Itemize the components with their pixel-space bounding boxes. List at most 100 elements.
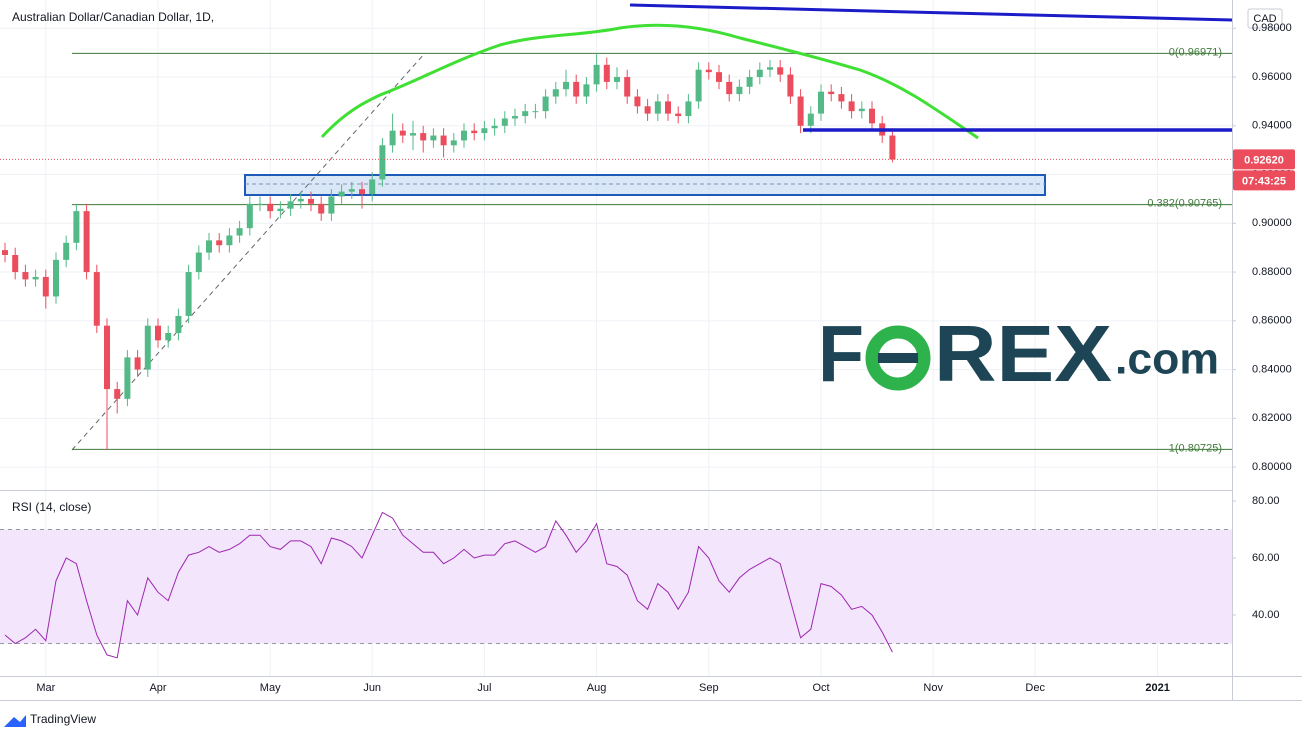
x-tick-label: Sep bbox=[699, 682, 719, 694]
x-tick-label: Aug bbox=[587, 682, 607, 694]
candle-body bbox=[563, 81, 569, 90]
candle-body bbox=[695, 69, 702, 102]
candle-body bbox=[236, 228, 243, 236]
x-tick-label: May bbox=[260, 682, 281, 694]
y-tick-label: 0.84000 bbox=[1252, 363, 1292, 375]
candle-body bbox=[93, 272, 100, 326]
candle-body bbox=[420, 133, 427, 141]
candle-body bbox=[22, 272, 29, 280]
candle-body bbox=[807, 113, 814, 126]
x-tick-label: Jul bbox=[477, 682, 491, 694]
candle-body bbox=[257, 203, 263, 205]
logo-right: REX bbox=[934, 309, 1112, 398]
rsi-title: RSI (14, close) bbox=[12, 500, 91, 514]
candle-body bbox=[624, 77, 631, 97]
x-tick-label: Dec bbox=[1025, 682, 1045, 694]
price-layer bbox=[0, 52, 1232, 451]
fib-label: 0.382(0.90765) bbox=[1147, 198, 1222, 210]
resistance-line bbox=[629, 3, 1233, 22]
last-price-tag bbox=[1233, 149, 1295, 170]
candle-body bbox=[705, 69, 712, 73]
x-tick-label: Nov bbox=[923, 682, 943, 694]
currency-box bbox=[1247, 8, 1283, 29]
y-tick-label: 0.94000 bbox=[1252, 120, 1292, 132]
y-tick-label: 0.90000 bbox=[1252, 217, 1292, 229]
candle-body bbox=[746, 77, 753, 87]
x-tick-label: Oct bbox=[812, 682, 829, 694]
candle-body bbox=[552, 89, 559, 97]
logo-left: F bbox=[818, 309, 864, 398]
candle-body bbox=[532, 111, 539, 113]
candle-body bbox=[665, 101, 671, 114]
candle-body bbox=[410, 133, 416, 136]
candle-body bbox=[175, 315, 182, 334]
candle-body bbox=[889, 135, 896, 160]
candle-body bbox=[685, 101, 692, 117]
candle-body bbox=[736, 86, 743, 95]
candle-body bbox=[777, 67, 784, 75]
candle-body bbox=[53, 259, 59, 297]
y-tick-label: 40.00 bbox=[1252, 609, 1280, 621]
candle-body bbox=[828, 91, 835, 95]
candle-body bbox=[216, 240, 223, 246]
candle-body bbox=[73, 211, 80, 243]
candle-body bbox=[369, 179, 376, 195]
candle-body bbox=[267, 203, 274, 212]
candle-body bbox=[542, 96, 549, 112]
chart-title: Australian Dollar/Canadian Dollar, 1D, bbox=[12, 10, 214, 24]
y-tick-label: 0.96000 bbox=[1252, 71, 1292, 83]
candle-body bbox=[155, 325, 161, 341]
candle-body bbox=[379, 145, 386, 180]
moving-average-curve bbox=[320, 23, 979, 140]
candle-body bbox=[144, 325, 151, 370]
candle-body bbox=[644, 106, 651, 114]
candle-body bbox=[481, 128, 488, 134]
candle-body bbox=[756, 69, 763, 78]
candle-body bbox=[654, 101, 661, 114]
candle-body bbox=[389, 130, 396, 146]
candle-body bbox=[185, 272, 192, 316]
candle-body bbox=[726, 81, 733, 95]
candle-body bbox=[593, 64, 600, 85]
candle-body bbox=[297, 198, 304, 202]
candle-body bbox=[716, 72, 722, 82]
candle-body bbox=[83, 211, 90, 273]
candle-body bbox=[767, 67, 773, 70]
candle-body bbox=[491, 125, 498, 129]
y-tick-label: 60.00 bbox=[1252, 552, 1280, 564]
candle-body bbox=[63, 242, 70, 260]
y-tick-label: 80.00 bbox=[1252, 495, 1280, 507]
candle-body bbox=[104, 325, 110, 390]
candle-body bbox=[797, 96, 804, 126]
candle-body bbox=[512, 116, 518, 119]
y-tick-label: 0.86000 bbox=[1252, 315, 1292, 327]
candle-body bbox=[328, 196, 335, 214]
candle-body bbox=[206, 240, 212, 253]
candle-body bbox=[32, 276, 39, 280]
currency-label: CAD bbox=[1253, 13, 1276, 25]
candle-body bbox=[124, 357, 131, 399]
candle-body bbox=[787, 74, 794, 97]
x-tick-label: Apr bbox=[149, 682, 166, 694]
y-tick-label: 0.80000 bbox=[1252, 461, 1292, 473]
fib-label: 1(0.80725) bbox=[1169, 442, 1222, 454]
platform-icon bbox=[4, 715, 26, 727]
x-tick-label: Jun bbox=[363, 682, 381, 694]
candle-body bbox=[318, 203, 325, 214]
candle-body bbox=[450, 140, 457, 146]
candle-body bbox=[522, 111, 529, 117]
candle-body bbox=[501, 118, 508, 126]
candle-body bbox=[440, 135, 447, 146]
trend-line bbox=[71, 52, 426, 451]
countdown-tag bbox=[1233, 170, 1295, 191]
candle-body bbox=[675, 113, 682, 117]
candle-body bbox=[461, 130, 467, 141]
candle-body bbox=[838, 94, 845, 102]
candle-body bbox=[614, 77, 620, 82]
rsi-line bbox=[4, 511, 893, 659]
candle-body bbox=[348, 189, 355, 192]
candle-body bbox=[858, 108, 865, 112]
candle-body bbox=[287, 201, 294, 209]
y-tick-label: 0.88000 bbox=[1252, 266, 1292, 278]
